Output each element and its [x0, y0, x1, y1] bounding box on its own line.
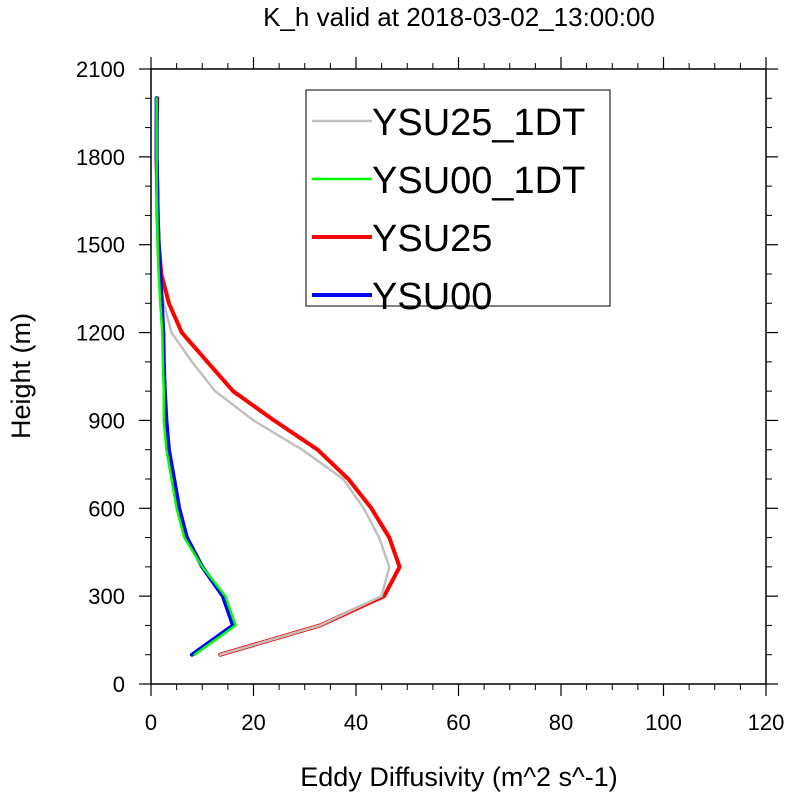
x-tick-label: 20 — [241, 710, 265, 735]
x-tick-label: 40 — [344, 710, 368, 735]
y-axis-label: Height (m) — [6, 313, 36, 439]
legend: YSU25_1DT YSU00_1DT YSU25 YSU00 — [305, 89, 611, 318]
y-tick-label: 2100 — [76, 57, 125, 82]
legend-label-ysu25-1dt: YSU25_1DT — [372, 102, 585, 144]
tick-labels: 0 20 40 60 80 100 1200300600900120015001800210… — [76, 57, 784, 735]
x-tick-label: 100 — [645, 710, 682, 735]
x-tick-label: 120 — [748, 710, 785, 735]
y-tick-label: 600 — [88, 496, 125, 521]
x-tick-label: 0 — [145, 710, 157, 735]
legend-entries: YSU25_1DT YSU00_1DT YSU25 YSU00 — [312, 102, 585, 318]
major-ticks — [139, 57, 778, 696]
legend-box — [305, 89, 611, 307]
y-tick-label: 300 — [88, 584, 125, 609]
legend-label-ysu00: YSU00 — [372, 276, 492, 318]
y-tick-label: 1800 — [76, 145, 125, 170]
series-line-ysu00-1dt — [155, 97, 237, 656]
x-tick-label: 80 — [549, 710, 573, 735]
legend-label-ysu25: YSU25 — [372, 218, 492, 260]
y-tick-label: 1200 — [76, 321, 125, 346]
minor-ticks — [145, 63, 772, 690]
y-tick-label: 1500 — [76, 233, 125, 258]
y-tick-label: 900 — [88, 408, 125, 433]
x-tick-label: 60 — [446, 710, 470, 735]
series-layer — [154, 96, 402, 657]
x-axis-label: Eddy Diffusivity (m^2 s^-1) — [300, 762, 617, 792]
legend-label-ysu00-1dt: YSU00_1DT — [372, 160, 585, 202]
y-tick-label: 0 — [113, 672, 125, 697]
chart-title: K_h valid at 2018-03-02_13:00:00 — [263, 2, 655, 32]
